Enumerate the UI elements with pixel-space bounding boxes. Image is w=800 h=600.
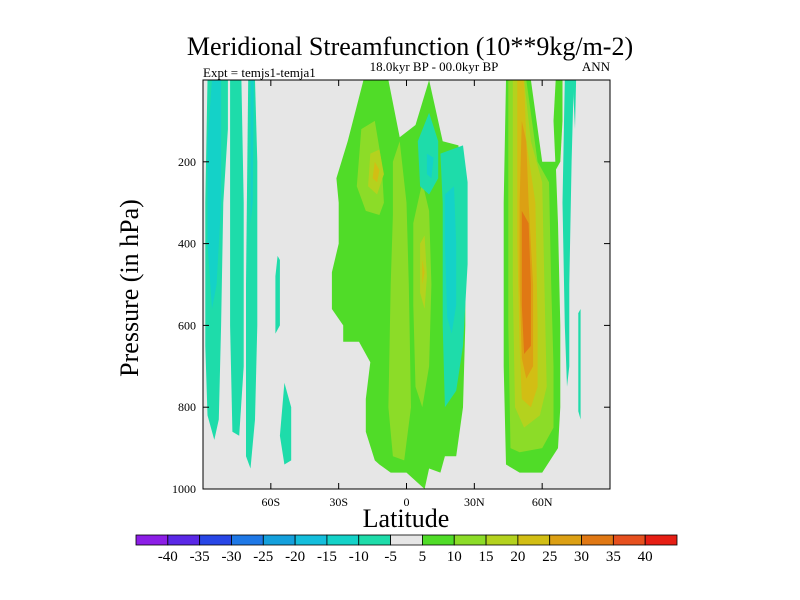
chart-title: Meridional Streamfunction (10**9kg/m-2) bbox=[187, 32, 633, 61]
plot-area bbox=[202, 79, 611, 490]
x-tick-label: 60N bbox=[532, 495, 553, 509]
colorbar-swatch bbox=[390, 534, 423, 546]
y-axis: 200 400 600 800 1000 bbox=[172, 155, 610, 496]
contour-region-24 bbox=[521, 210, 531, 354]
contour-region-6 bbox=[279, 382, 292, 465]
colorbar-swatch bbox=[135, 534, 169, 546]
colorbar-swatch bbox=[167, 534, 201, 546]
colorbar-label: 25 bbox=[542, 549, 557, 565]
colorbar-swatch bbox=[326, 534, 360, 546]
colorbar-label: 5 bbox=[419, 549, 427, 565]
colorbar: -40 -35 -30 -25 -20 -15 -10 -5 5 10 15 20 25 30 35 40 bbox=[135, 534, 678, 565]
colorbar-label: 15 bbox=[479, 549, 494, 565]
colorbar-swatch bbox=[294, 534, 328, 546]
colorbar-swatch bbox=[199, 534, 232, 546]
contour-region-3 bbox=[246, 80, 258, 469]
colorbar-swatch bbox=[612, 534, 646, 546]
x-tick-label: 30S bbox=[329, 495, 348, 509]
contour-region-4 bbox=[250, 80, 254, 224]
colorbar-swatch bbox=[485, 534, 519, 546]
contour-region-16 bbox=[426, 153, 434, 179]
contour-region-27 bbox=[578, 309, 581, 420]
contour-region-18 bbox=[444, 186, 457, 334]
y-axis-title: Pressure (in hPa) bbox=[115, 199, 144, 377]
colorbar-label: -40 bbox=[158, 549, 178, 565]
colorbar-label: 30 bbox=[574, 549, 589, 565]
colorbar-swatch bbox=[422, 534, 455, 546]
y-tick-label: 200 bbox=[178, 155, 196, 169]
colorbar-label: -5 bbox=[384, 549, 397, 565]
x-axis: 60S 30S 0 30N 60N bbox=[261, 80, 553, 509]
x-axis-title: Latitude bbox=[363, 504, 450, 533]
colorbar-label: -10 bbox=[349, 549, 369, 565]
contour-region-10 bbox=[372, 161, 380, 183]
colorbar-swatch bbox=[262, 534, 296, 546]
colorbar-swatch bbox=[581, 534, 614, 546]
contour-region-15 bbox=[417, 112, 439, 195]
y-tick-label: 800 bbox=[178, 400, 196, 414]
colorbar-label: 20 bbox=[510, 549, 525, 565]
colorbar-label: 40 bbox=[638, 549, 653, 565]
y-tick-label: 1000 bbox=[172, 482, 196, 496]
contour-region-2 bbox=[230, 80, 244, 436]
colorbar-label: 35 bbox=[606, 549, 621, 565]
colorbar-swatch bbox=[453, 534, 487, 546]
chart-subtitle: 18.0kyr BP - 00.0kyr BP bbox=[370, 59, 499, 74]
contour-region-1 bbox=[207, 80, 222, 309]
x-tick-label: 0 bbox=[404, 495, 410, 509]
colorbar-swatch bbox=[517, 534, 551, 546]
x-tick-label: 60S bbox=[261, 495, 280, 509]
colorbar-swatch bbox=[644, 534, 678, 546]
colorbar-label: -35 bbox=[190, 549, 210, 565]
contour-regions bbox=[205, 80, 581, 489]
season-label: ANN bbox=[582, 59, 611, 74]
colorbar-label: -25 bbox=[253, 549, 273, 565]
contour-region-11 bbox=[388, 141, 411, 461]
experiment-label: Expt = temjs1-temja1 bbox=[203, 65, 316, 80]
y-tick-label: 600 bbox=[178, 318, 196, 332]
contour-region-26 bbox=[562, 80, 574, 387]
colorbar-swatch bbox=[549, 534, 582, 546]
colorbar-swatch bbox=[358, 534, 391, 546]
y-tick-label: 400 bbox=[178, 237, 196, 251]
contour-region-28 bbox=[572, 80, 577, 130]
colorbar-label: -20 bbox=[285, 549, 305, 565]
contour-region-25 bbox=[553, 80, 563, 170]
colorbar-label: 10 bbox=[447, 549, 462, 565]
contour-region-14 bbox=[422, 260, 425, 285]
colorbar-label: -30 bbox=[221, 549, 241, 565]
contour-region-5 bbox=[275, 255, 280, 334]
colorbar-label: -15 bbox=[317, 549, 337, 565]
colorbar-swatch bbox=[231, 534, 264, 546]
x-tick-label: 30N bbox=[464, 495, 485, 509]
